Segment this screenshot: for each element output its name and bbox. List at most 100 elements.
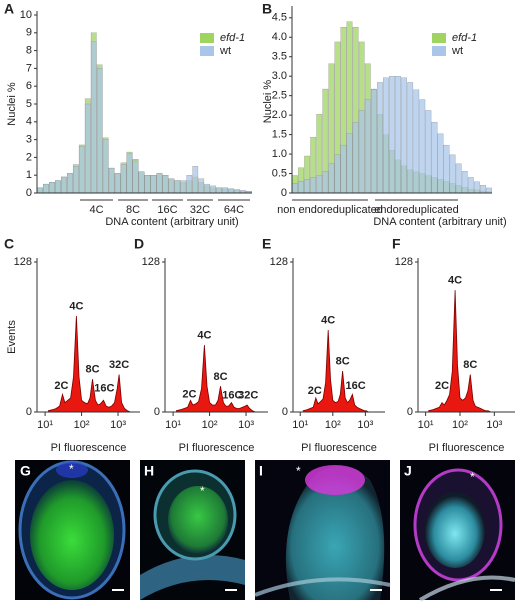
image-marker: *	[296, 464, 301, 478]
range-label: 16C	[157, 204, 177, 216]
peak-annotation: 16C	[94, 382, 114, 394]
peak-annotation: 8C	[336, 356, 350, 368]
bar	[108, 167, 115, 194]
bar	[328, 163, 335, 194]
bar	[67, 173, 73, 194]
peak-annotation: 4C	[448, 275, 462, 287]
bar	[383, 77, 389, 194]
y-tick-label: 1	[26, 169, 32, 181]
y-tick-label: 1.0	[272, 148, 287, 160]
panel-label: A	[4, 1, 14, 17]
y-tick-label: 0	[407, 406, 413, 418]
peak-annotation: 32C	[238, 390, 258, 402]
x-tick-label: 10²	[202, 419, 218, 431]
x-tick-label: 10²	[452, 419, 468, 431]
panel-label: B	[262, 1, 272, 17]
bar	[316, 175, 323, 194]
y-tick-label: 128	[270, 256, 288, 268]
bar	[358, 110, 365, 194]
x-axis-label: DNA content (arbitrary unit)	[373, 216, 506, 228]
bar	[120, 164, 127, 194]
range-label: 64C	[224, 204, 244, 216]
y-axis-label: Nuclei %	[262, 80, 274, 124]
bar	[310, 177, 317, 194]
range-label: endoreduplicated	[374, 204, 458, 216]
y-tick-label: 128	[142, 256, 160, 268]
bar	[102, 139, 109, 194]
bar	[473, 181, 480, 194]
y-tick-label: 10	[20, 9, 32, 21]
image-j	[400, 460, 516, 602]
histogram-line	[47, 315, 131, 413]
bar	[96, 68, 103, 194]
y-tick-label: 2	[26, 151, 32, 163]
image-h	[140, 460, 245, 600]
y-tick-label: 128	[14, 256, 32, 268]
range-label: 32C	[190, 204, 210, 216]
y-tick-label: 3.0	[272, 70, 287, 82]
bar	[467, 177, 474, 194]
image-label: I	[259, 463, 263, 479]
bar	[84, 103, 91, 194]
range-label: 8C	[126, 204, 140, 216]
histogram-line	[428, 290, 507, 413]
legend-swatch	[200, 33, 214, 43]
histogram-line	[175, 345, 259, 413]
x-axis-label: PI fluorescence	[429, 442, 505, 454]
bar	[144, 175, 151, 194]
bar	[114, 173, 121, 194]
x-tick-label: 10¹	[37, 419, 53, 431]
bar	[443, 144, 450, 194]
bar	[352, 121, 359, 194]
bar	[425, 110, 432, 194]
panel-label: E	[262, 236, 271, 252]
image-g	[15, 460, 130, 600]
peak-annotation: 2C	[54, 380, 68, 392]
bar	[138, 171, 145, 194]
bar	[43, 183, 49, 194]
x-axis-label: PI fluorescence	[179, 442, 255, 454]
peak-annotation: 8C	[86, 364, 100, 376]
bar	[162, 175, 169, 194]
histogram-line	[302, 329, 377, 413]
bar	[204, 183, 211, 194]
x-tick-label: 10¹	[165, 419, 181, 431]
x-tick-label: 10³	[357, 419, 373, 431]
legend-label: efd-1	[452, 32, 477, 44]
bar	[486, 187, 492, 194]
x-tick-label: 10³	[110, 419, 126, 431]
x-axis-label: PI fluorescence	[51, 442, 127, 454]
image-marker: *	[470, 470, 475, 484]
bar	[480, 185, 486, 194]
y-tick-label: 4	[26, 116, 32, 128]
y-tick-label: 128	[395, 256, 413, 268]
legend-label: wt	[451, 45, 463, 57]
bar	[132, 160, 139, 194]
range-label: 4C	[89, 204, 103, 216]
peak-annotation: 2C	[182, 388, 196, 400]
bar	[228, 188, 234, 194]
bar	[401, 77, 408, 194]
legend-label: wt	[219, 45, 231, 57]
peak-annotation: 16C	[345, 380, 365, 392]
peak-annotation: 4C	[197, 330, 211, 342]
image-marker: *	[69, 462, 74, 476]
panel-label: F	[392, 236, 401, 252]
image-label: J	[404, 463, 412, 479]
bar	[72, 166, 79, 194]
panel-label: D	[134, 236, 144, 252]
bar	[364, 99, 371, 194]
bar	[90, 41, 97, 194]
peak-annotation: 4C	[69, 300, 83, 312]
y-tick-label: 0.5	[272, 167, 287, 179]
bar	[156, 173, 163, 194]
x-tick-label: 10³	[238, 419, 254, 431]
range-label: non endoreduplicated	[277, 204, 383, 216]
bar	[376, 82, 383, 194]
peak-annotation: 4C	[321, 315, 335, 327]
bar	[346, 133, 353, 194]
y-tick-label: 3	[26, 134, 32, 146]
x-axis-label: PI fluorescence	[301, 442, 377, 454]
bar	[168, 178, 175, 194]
bar	[431, 121, 438, 194]
